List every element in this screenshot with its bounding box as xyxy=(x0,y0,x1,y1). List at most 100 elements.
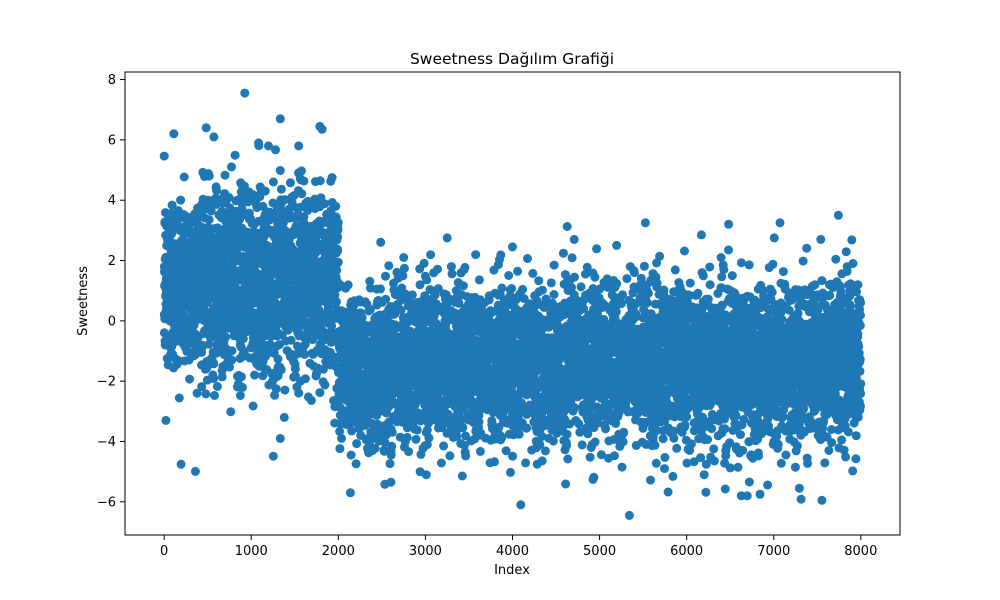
data-point xyxy=(549,290,559,299)
data-point xyxy=(386,450,396,460)
data-point xyxy=(174,393,184,403)
data-point xyxy=(351,459,361,469)
data-point xyxy=(346,450,356,460)
data-point xyxy=(315,176,325,186)
data-point xyxy=(460,262,470,272)
data-point xyxy=(260,186,270,196)
data-point xyxy=(176,459,186,469)
data-point xyxy=(376,284,385,294)
data-point xyxy=(335,444,345,454)
data-point xyxy=(343,280,353,290)
data-point xyxy=(204,171,214,181)
data-point xyxy=(496,250,506,260)
data-point xyxy=(209,374,219,384)
data-point xyxy=(402,432,412,442)
data-point xyxy=(398,271,408,281)
data-point xyxy=(540,446,550,456)
data-point xyxy=(227,346,237,356)
data-point xyxy=(352,439,362,449)
data-point xyxy=(570,403,580,413)
data-point xyxy=(212,186,221,195)
data-point xyxy=(276,365,286,375)
data-point xyxy=(276,184,286,194)
data-point xyxy=(522,423,531,433)
data-point xyxy=(230,150,240,160)
data-point xyxy=(518,284,528,294)
data-point xyxy=(577,440,587,450)
data-point xyxy=(387,441,397,451)
data-point xyxy=(320,380,330,390)
data-point xyxy=(381,271,390,281)
data-point xyxy=(297,189,307,199)
data-point xyxy=(558,248,568,258)
data-point xyxy=(331,201,341,211)
data-point xyxy=(411,434,421,444)
data-point xyxy=(227,162,236,172)
data-point xyxy=(576,282,586,292)
data-point xyxy=(320,199,330,209)
data-point xyxy=(212,382,222,391)
data-point xyxy=(490,457,499,467)
data-point xyxy=(424,433,434,443)
data-point xyxy=(471,250,481,260)
data-point xyxy=(185,374,195,384)
data-point xyxy=(337,433,346,443)
data-point xyxy=(592,244,602,254)
data-point xyxy=(563,454,573,464)
data-point xyxy=(537,456,547,466)
data-point xyxy=(590,272,600,282)
data-point xyxy=(548,436,558,446)
data-point xyxy=(537,285,547,295)
data-point xyxy=(285,178,295,188)
data-point xyxy=(279,412,289,422)
data-point xyxy=(508,451,518,461)
data-point xyxy=(419,258,429,268)
data-point xyxy=(271,145,280,155)
data-point xyxy=(546,278,556,288)
data-point xyxy=(167,200,177,210)
data-point xyxy=(458,281,468,291)
data-point xyxy=(248,401,258,411)
data-point xyxy=(445,451,455,461)
chart-title: Sweetness Dağılım Grafiği xyxy=(410,50,614,68)
data-point xyxy=(384,261,394,271)
data-point xyxy=(567,253,577,263)
data-point xyxy=(167,228,177,238)
data-point xyxy=(376,237,386,247)
data-point xyxy=(275,166,285,175)
data-point xyxy=(474,417,484,427)
data-point xyxy=(475,446,485,456)
data-point xyxy=(504,271,514,280)
data-point xyxy=(332,297,341,307)
data-points xyxy=(159,88,866,520)
data-point xyxy=(407,290,417,300)
data-point xyxy=(421,470,431,480)
data-point xyxy=(436,458,446,468)
data-point xyxy=(306,395,316,405)
data-point xyxy=(179,172,189,182)
data-point xyxy=(497,283,507,293)
data-point xyxy=(562,222,572,231)
data-point xyxy=(268,451,278,461)
data-point xyxy=(333,257,343,267)
data-point xyxy=(513,266,523,276)
data-point xyxy=(474,275,484,285)
data-point xyxy=(220,170,230,180)
data-point xyxy=(280,385,290,395)
data-point xyxy=(404,447,414,457)
data-point xyxy=(210,391,219,400)
data-point xyxy=(562,441,572,450)
data-point xyxy=(385,459,395,469)
data-point xyxy=(458,423,468,433)
data-point xyxy=(570,272,579,282)
data-point xyxy=(159,151,169,161)
data-point xyxy=(226,407,236,417)
data-point xyxy=(333,246,343,256)
data-point xyxy=(268,177,278,187)
data-point xyxy=(221,332,231,342)
data-point xyxy=(297,166,306,176)
data-point xyxy=(315,388,325,398)
data-point xyxy=(299,176,309,186)
data-point xyxy=(176,195,186,205)
